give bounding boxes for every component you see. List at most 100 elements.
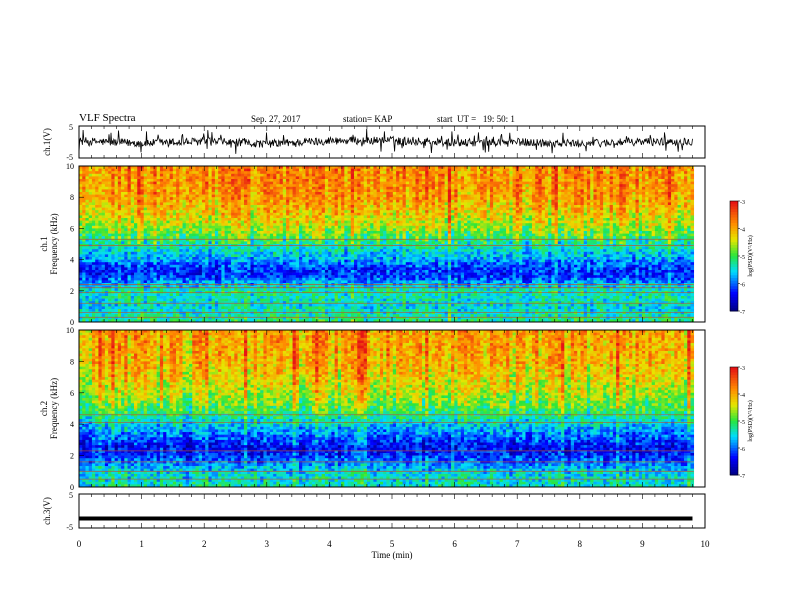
spectrogram-cell — [503, 192, 507, 195]
spectrogram-cell — [215, 223, 219, 226]
spectrogram-cell — [425, 169, 429, 172]
spectrogram-cell — [247, 228, 251, 231]
spectrogram-cell — [390, 202, 394, 205]
spectrogram-cell — [403, 179, 407, 182]
spectrogram-cell — [312, 228, 316, 231]
spectrogram-cell — [302, 208, 306, 211]
spectrogram-cell — [348, 210, 352, 213]
spectrogram-cell — [293, 205, 297, 208]
spectrogram-cell — [293, 182, 297, 185]
spectrogram-cell — [623, 208, 627, 211]
spectrogram-cell — [221, 228, 225, 231]
spectrogram-cell — [600, 174, 604, 177]
spectrogram-cell — [189, 231, 193, 234]
spectrogram-cell — [260, 218, 264, 221]
spectrogram-cell — [250, 228, 254, 231]
spectrogram-cell — [380, 228, 384, 231]
spectrogram-cell — [474, 169, 478, 172]
spectrogram-cell — [273, 226, 277, 229]
spectrogram-cell — [425, 179, 429, 182]
spectrogram-cell — [419, 200, 423, 203]
spectrogram-cell — [548, 202, 552, 205]
spectrogram-cell — [674, 176, 678, 179]
spectrogram-cell — [564, 189, 568, 192]
spectrogram-cell — [208, 174, 212, 177]
spectrogram-cell — [192, 205, 196, 208]
spectrogram-cell — [286, 174, 290, 177]
spectrogram-cell — [438, 218, 442, 221]
spectrogram-cell — [305, 223, 309, 226]
spectrogram-cell — [480, 197, 484, 200]
spectrogram-cell — [150, 223, 154, 226]
spectrogram-cell — [131, 213, 135, 216]
spectrogram-cell — [270, 200, 274, 203]
spectrogram-cell — [441, 208, 445, 211]
spectrogram-cell — [435, 192, 439, 195]
spectrogram-cell — [341, 210, 345, 213]
spectrogram-cell — [425, 174, 429, 177]
spectrogram-cell — [632, 169, 636, 172]
spectrogram-cell — [645, 228, 649, 231]
spectrogram-cell — [312, 205, 316, 208]
spectrogram-cell — [538, 221, 542, 224]
spectrogram-cell — [597, 195, 601, 198]
spectrogram-cell — [610, 187, 614, 190]
spectrogram-cell — [348, 223, 352, 226]
spectrogram-cell — [170, 231, 174, 234]
spectrogram-cell — [635, 176, 639, 179]
spectrogram-cell — [121, 215, 125, 218]
spectrogram-cell — [305, 195, 309, 198]
spectrogram-cell — [131, 208, 135, 211]
spectrogram-cell — [613, 215, 617, 218]
spectrogram-cell — [506, 221, 510, 224]
spectrogram-cell — [373, 169, 377, 172]
spectrogram-cell — [309, 210, 313, 213]
spectrogram-cell — [377, 174, 381, 177]
spectrogram-cell — [331, 210, 335, 213]
spectrogram-cell — [89, 171, 93, 174]
spectrogram-cell — [412, 223, 416, 226]
spectrogram-cell — [315, 218, 319, 221]
spectrogram-cell — [121, 210, 125, 213]
spectrogram-cell — [335, 179, 339, 182]
spectrogram-cell — [432, 210, 436, 213]
spectrogram-cell — [425, 218, 429, 221]
spectrogram-cell — [267, 171, 271, 174]
spectrogram-cell — [616, 169, 620, 172]
spectrogram-cell — [147, 218, 151, 221]
spectrogram-cell — [225, 179, 229, 182]
spectrogram-cell — [377, 202, 381, 205]
spectrogram-cell — [260, 197, 264, 200]
spectrogram-cell — [128, 231, 132, 234]
spectrogram-cell — [166, 174, 170, 177]
spectrogram-cell — [587, 223, 591, 226]
spectrogram-cell — [260, 192, 264, 195]
spectrogram-cell — [555, 210, 559, 213]
spectrogram-cell — [487, 231, 491, 234]
spectrogram-cell — [166, 213, 170, 216]
spectrogram-cell — [241, 182, 245, 185]
spectrogram-cell — [183, 210, 187, 213]
spectrogram-cell — [157, 184, 161, 187]
spectrogram-cell — [532, 192, 536, 195]
spectrogram-cell — [445, 182, 449, 185]
spectrogram-cell — [166, 210, 170, 213]
spectrogram-cell — [396, 202, 400, 205]
spectrogram-cell — [441, 179, 445, 182]
spectrogram-cell — [406, 184, 410, 187]
spectrogram-cell — [648, 195, 652, 198]
spectrogram-cell — [652, 187, 656, 190]
spectrogram-cell — [448, 213, 452, 216]
spectrogram-cell — [273, 192, 277, 195]
spectrogram-cell — [335, 184, 339, 187]
spectrogram-cell — [632, 182, 636, 185]
spectrogram-cell — [351, 228, 355, 231]
spectrogram-cell — [163, 192, 167, 195]
spectrogram-cell — [619, 221, 623, 224]
spectrogram-cell — [435, 200, 439, 203]
spectrogram-cell — [163, 171, 167, 174]
spectrogram-cell — [160, 228, 164, 231]
spectrogram-cell — [134, 176, 138, 179]
spectrogram-cell — [98, 223, 102, 226]
spectrogram-cell — [606, 187, 610, 190]
